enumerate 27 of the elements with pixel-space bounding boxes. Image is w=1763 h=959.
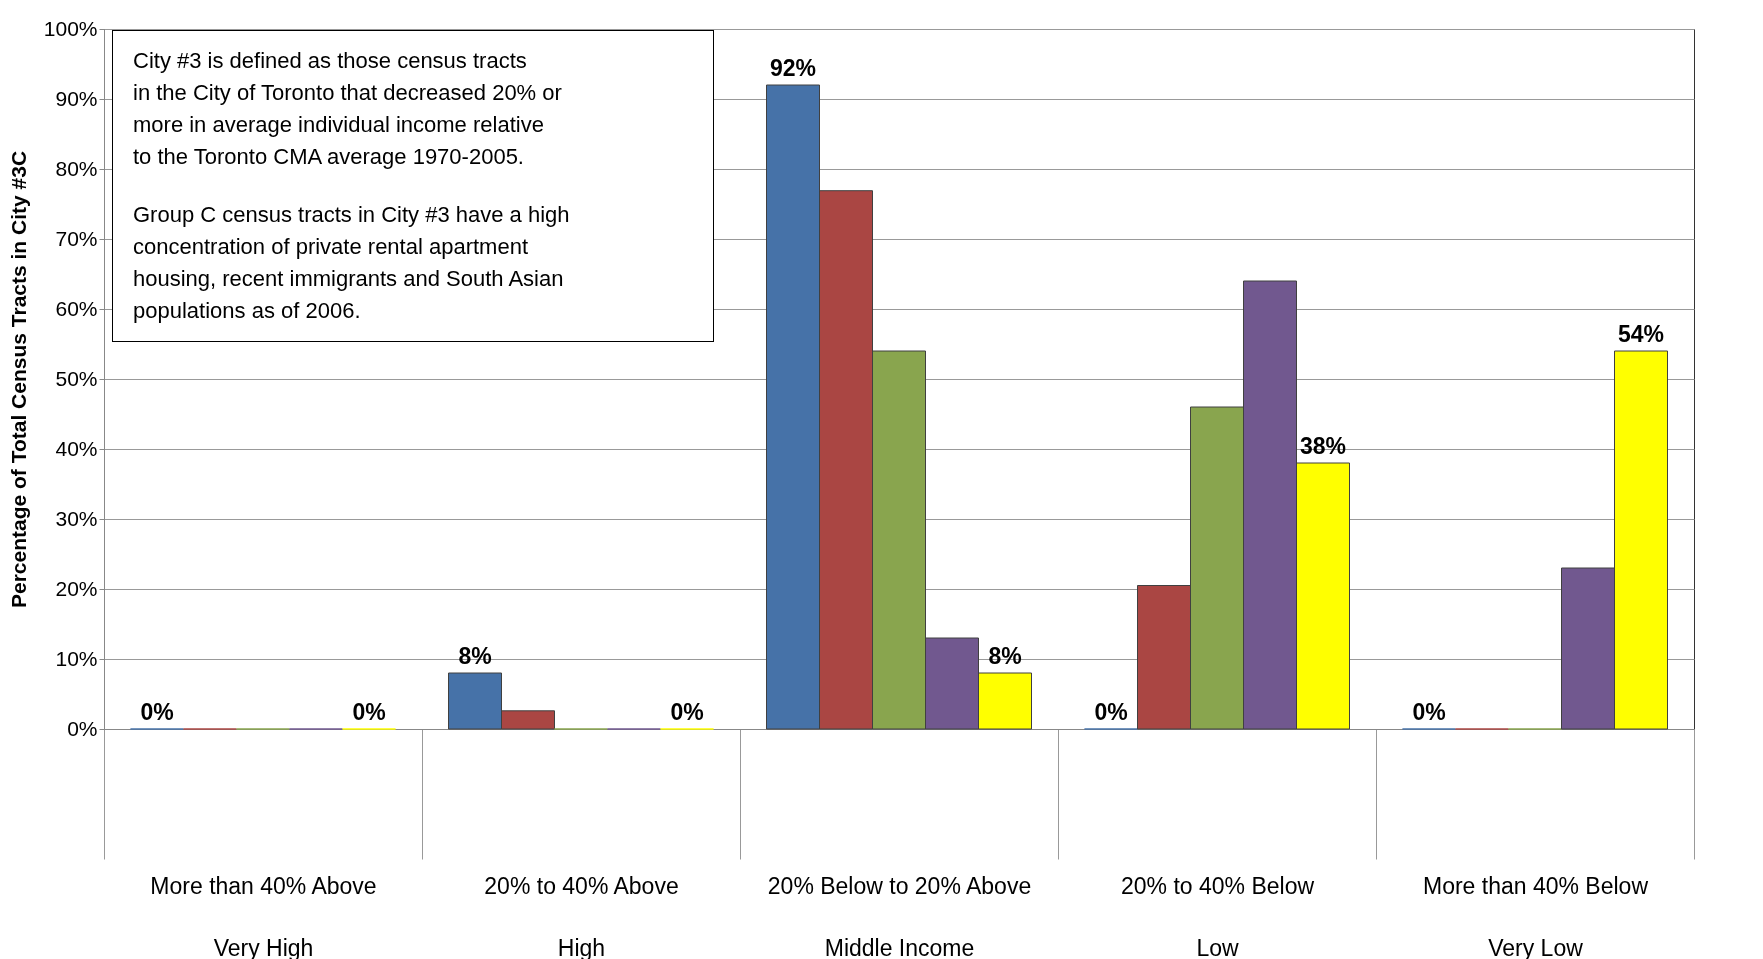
data-label: 8% (458, 643, 492, 669)
y-tick-label: 30% (55, 506, 98, 530)
y-tick-label: 80% (55, 156, 98, 180)
y-tick-label: 10% (55, 646, 98, 670)
y-tick-label: 100% (43, 16, 98, 40)
category-label: 20% to 40% Below Low (1120, 872, 1315, 959)
data-label: 0% (1412, 699, 1446, 725)
annotation: City #3 is defined as those census tracts in the City of Toronto that decreased 20% or more in average individual income relative to the Toronto CMA average 1970-2005. (133, 47, 563, 171)
data-label: 0% (352, 699, 386, 725)
data-label: 0% (1094, 699, 1128, 725)
data-label: 0% (140, 699, 174, 725)
category-label: 20% Below to 20% Above Middle Income (767, 872, 1032, 959)
y-axis-title: Percentage of Total Census Tracts in City #3C (6, 150, 30, 609)
y-tick-label: 70% (55, 226, 98, 250)
data-label: 0% (670, 699, 704, 725)
data-label: 54% (1617, 321, 1665, 347)
data-label: 38% (1299, 433, 1347, 459)
y-tick-label: 50% (55, 366, 98, 390)
annotation: Group C census tracts in City #3 have a high concentration of private rental apartment housing, recent immigrants and South Asian populations as of 2006. (133, 201, 571, 325)
y-tick-label: 20% (55, 576, 98, 600)
y-tick-label: 90% (55, 86, 98, 110)
y-tick-label: 0% (67, 716, 98, 740)
data-label: 8% (988, 643, 1022, 669)
note-box: City #3 is defined as those census tracts in the City of Toronto that decreased 20% or more in average individual income relative to the Toronto CMA average 1970-2005. Group C census tracts in City #3 have a high concentration of private rental apartment housing, recent immigrants and South Asian populations as of 2006. (112, 30, 714, 342)
y-tick-label: 60% (55, 296, 98, 320)
data-label: 92% (769, 55, 817, 81)
y-tick-label: 40% (55, 436, 98, 460)
